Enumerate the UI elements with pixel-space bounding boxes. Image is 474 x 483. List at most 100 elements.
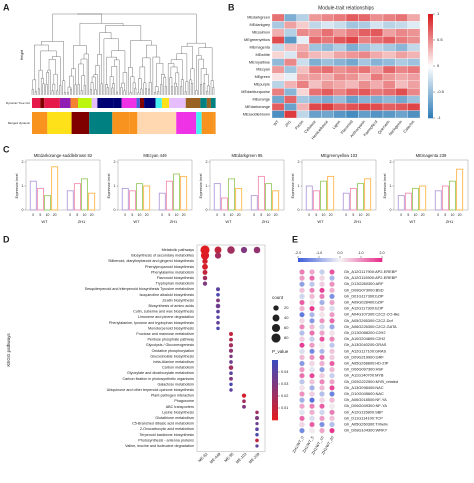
bar — [165, 180, 173, 211]
heatmap-cell — [296, 95, 310, 104]
dot — [309, 354, 315, 361]
dot — [229, 388, 233, 392]
colorbar-tick-label: -1 — [437, 115, 441, 120]
dendrogram-branch — [93, 74, 98, 95]
colorbar-segment — [325, 258, 328, 262]
colorbar-segment — [428, 81, 433, 85]
colorbar-segment — [428, 60, 433, 64]
module-color-bar — [121, 98, 137, 108]
colorbar-segment — [312, 258, 316, 262]
dot — [309, 391, 315, 397]
legend-label: 20 — [284, 305, 289, 310]
gene-label: Gh_A12G117900:AP2-EREBP — [344, 269, 397, 274]
legend-dot — [271, 323, 281, 333]
x-tick-label: 0 — [345, 213, 347, 217]
group-label: ZH1 — [354, 219, 362, 224]
group-label: ZH1 — [170, 219, 178, 224]
dot — [216, 326, 220, 331]
category-label: C5-Branched dibasic acid metabolism — [132, 422, 194, 426]
gene-label: Gh_A12G115900:AP2-EREBP — [344, 275, 397, 280]
heatmap-cell — [358, 58, 371, 67]
dot — [299, 342, 305, 348]
dot — [216, 298, 220, 303]
x-tick-label: ME-95 — [224, 452, 235, 463]
y-tick-label: 2 — [206, 160, 208, 164]
module-color-bar — [78, 98, 92, 108]
heatmap-cell — [345, 102, 359, 111]
dot — [329, 391, 335, 397]
dot — [215, 303, 221, 309]
dot — [329, 421, 335, 428]
bar — [312, 190, 320, 211]
y-tick-label: 1 — [206, 184, 208, 188]
y-tick-label: 0 — [22, 208, 24, 212]
heatmap-cell — [345, 80, 359, 89]
group-label: WT — [225, 219, 232, 224]
module-color-bar — [32, 112, 48, 134]
dendrogram-branch — [53, 74, 58, 91]
x-tick-label: 5 — [407, 213, 409, 217]
heatmap-cell — [271, 80, 285, 89]
y-tick-label: 1 — [22, 184, 24, 188]
x-tick-label: 5 — [223, 213, 225, 217]
heatmap-cell — [333, 21, 347, 30]
dendrogram-branch — [34, 44, 49, 80]
row-label: Dynamic Tree Cut — [6, 101, 30, 105]
gene-label: Gh_D05G222500:MYB_related — [344, 379, 398, 384]
heatmap-cell — [296, 88, 310, 96]
x-tick-label: 20 — [90, 213, 94, 217]
bar — [265, 183, 272, 211]
heatmap-cell — [358, 110, 371, 119]
bar — [128, 190, 136, 211]
heatmap-cell — [395, 95, 408, 104]
dendrogram-branch — [48, 59, 56, 75]
heatmap-cell — [296, 65, 310, 74]
y-tick-label: 1 — [114, 184, 116, 188]
dendrogram-branch — [155, 86, 159, 93]
colorbar-segment — [428, 40, 433, 43]
heatmap-cell — [395, 65, 408, 74]
heatmap-cell — [382, 50, 396, 59]
group-label: ZH1 — [446, 219, 454, 224]
group-label: WT — [317, 219, 324, 224]
gene-label: Gh_D06G097300:HSF — [344, 367, 384, 372]
category-label: Phenylpropanoid biosynthesis — [145, 265, 194, 269]
dot — [319, 397, 325, 403]
dot — [319, 415, 325, 422]
heatmap-cell — [333, 95, 347, 104]
dot — [309, 348, 315, 355]
colorbar-tick-label: 0.03 — [281, 382, 288, 386]
colorbar-segment — [428, 32, 433, 36]
dot — [299, 391, 305, 397]
gene-label: Gh_A06G018500:NF-YA — [344, 397, 387, 402]
colorbar-tick-label: 0.02 — [281, 394, 288, 398]
group-label: ZH1 — [78, 219, 86, 224]
colorbar-segment — [428, 37, 433, 41]
colorbar-segment — [272, 390, 278, 393]
module-color-bar — [137, 112, 177, 134]
row-label: MEwhite — [255, 53, 270, 57]
heatmap-cell — [407, 50, 421, 59]
colorbar-segment — [272, 414, 278, 417]
plot-frame — [196, 244, 266, 452]
x-tick-label: ME-239 — [248, 452, 260, 464]
heatmap-cell — [271, 28, 285, 37]
dot — [319, 379, 325, 385]
chart-title: Module-trait relationships — [318, 5, 374, 11]
heatmap-cell — [407, 43, 421, 52]
dot — [255, 438, 259, 443]
heatmap-cell — [370, 73, 384, 82]
colorbar-segment — [428, 45, 433, 49]
heatmap-cell — [296, 73, 310, 82]
dot — [200, 251, 210, 260]
heatmap-cell — [296, 43, 310, 52]
heatmap-cell — [395, 102, 408, 111]
dot — [329, 354, 335, 361]
heatmap-cell — [284, 80, 297, 89]
dendrogram-branch — [100, 83, 103, 95]
x-tick-label: 10 — [138, 213, 142, 217]
row-label: MEmagenta — [250, 45, 271, 49]
dendrogram-branch — [106, 87, 109, 95]
dot — [299, 421, 305, 428]
dendrogram-branch — [59, 85, 62, 95]
